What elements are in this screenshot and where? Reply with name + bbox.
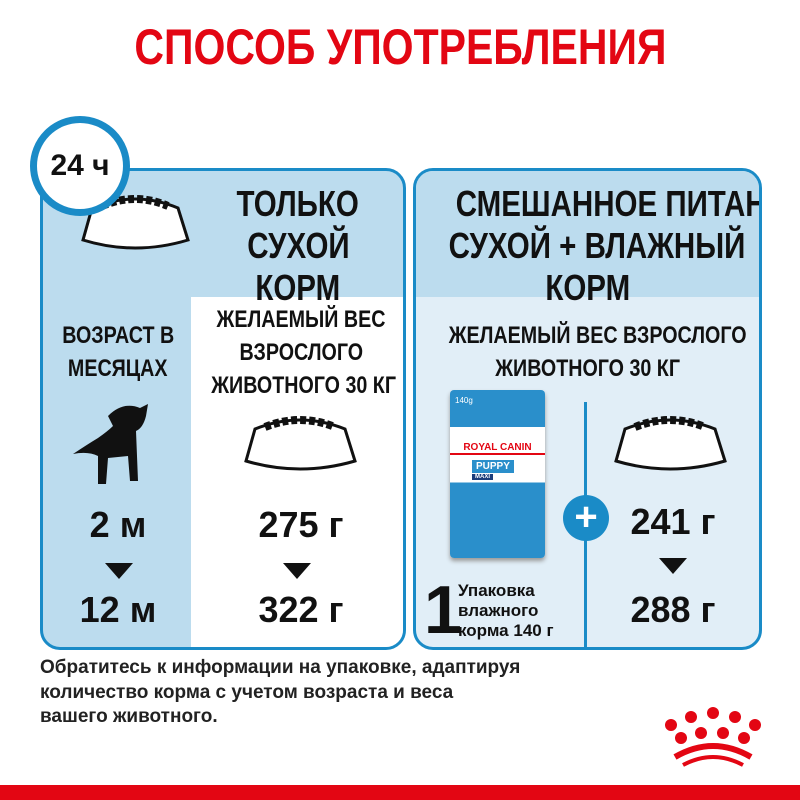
dry-food-panel: ТОЛЬКО СУХОЙ КОРМ ВОЗРАСТ В МЕСЯЦАХ ЖЕЛА… [40,168,406,650]
dry-amount-from: 275 г [258,504,344,545]
arrow-down-icon [105,563,133,579]
puppy-icon [73,404,148,484]
food-bowl-icon [244,416,357,471]
dry-food-column [191,297,403,647]
arrow-down-icon [283,563,311,579]
dry-amount-to: 322 г [258,589,344,630]
age-to: 12 м [79,589,157,630]
brand-bar [0,785,800,800]
food-bowl-icon [81,195,190,250]
dry-header: ТОЛЬКО СУХОЙ КОРМ [236,183,360,308]
mixed-header: СМЕШАННОЕ ПИТАНИЕ: СУХОЙ + ВЛАЖНЫЙ КОРМ [448,183,759,308]
clock-label: 24 ч [50,149,110,182]
pouch-count: 1 [424,572,462,648]
age-from: 2 м [89,504,147,545]
weight-label: ЖЕЛАЕМЫЙ ВЕС ВЗРОСЛОГО ЖИВОТНОГО 30 КГ [448,322,747,382]
arrow-down-icon [659,558,687,574]
weight-label: ЖЕЛАЕМЫЙ ВЕС ВЗРОСЛОГО ЖИВОТНОГО 30 КГ [211,306,396,399]
wet-food-pouch-image: 140g ROYAL CANIN PUPPY MAXI [450,390,545,558]
mixed-amount-from: 241 г [630,501,716,542]
page-title: СПОСОБ УПОТРЕБЛЕНИЯ [133,19,667,75]
plus-icon: + [563,495,609,541]
food-bowl-icon [614,416,727,471]
age-label: ВОЗРАСТ В МЕСЯЦАХ [62,322,174,382]
clock-icon: 24 ч [30,116,130,216]
footer-note: Обратитесь к информации на упаковке, ада… [40,657,521,727]
mixed-amount-to: 288 г [630,589,716,630]
pouch-text: Упаковка влажного корма 140 г [458,581,554,640]
royal-canin-crown-logo [665,707,761,767]
